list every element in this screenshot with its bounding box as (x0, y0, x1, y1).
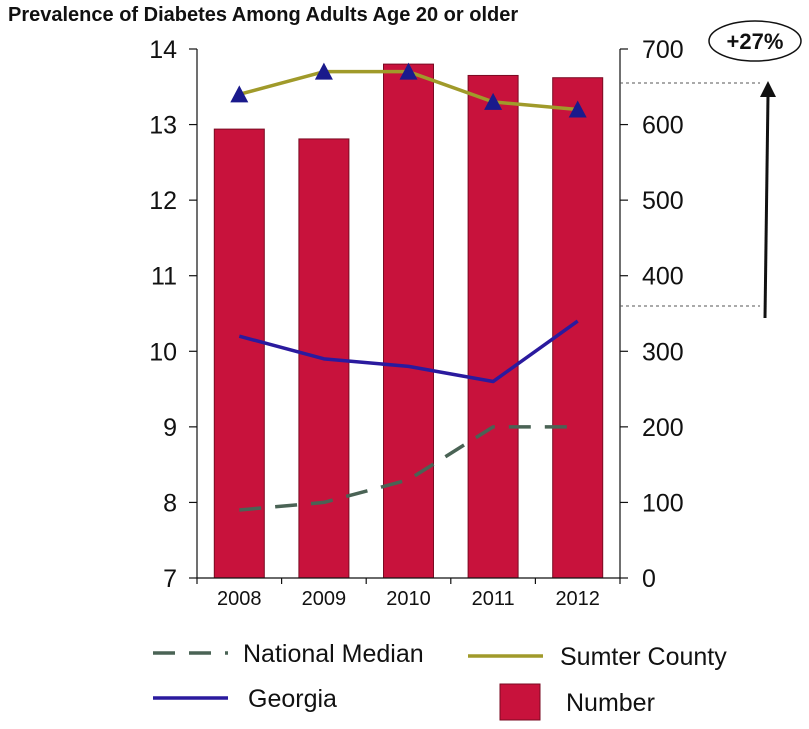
left-tick-label: 10 (149, 338, 177, 366)
right-tick-label: 600 (642, 112, 684, 140)
legend-label-number: Number (566, 689, 655, 717)
series-line-national-median (239, 425, 578, 512)
x-tick-label: 2011 (472, 588, 515, 610)
left-tick-label: 13 (149, 112, 177, 140)
point-marker-2012 (568, 100, 587, 118)
left-tick-label: 12 (149, 187, 177, 215)
annotation-arrow-head (760, 81, 776, 98)
point-marker-2010 (399, 62, 418, 80)
legend-swatch-number (499, 683, 541, 721)
legend-label-sumter-county: Sumter County (560, 643, 727, 671)
point-marker-2008 (230, 85, 249, 103)
left-tick-label: 7 (163, 565, 177, 593)
right-tick-label: 500 (642, 187, 684, 215)
left-tick-label: 8 (163, 489, 177, 517)
x-tick-label: 2008 (217, 588, 262, 610)
left-tick-label: 11 (151, 263, 177, 291)
annotation-callout-oval (708, 20, 802, 62)
plot-area: 7 8 9 10 11 12 13 14 0 100 200 300 400 500 600 700 2008 2… (149, 20, 802, 721)
x-tick-label: 2010 (386, 588, 431, 610)
legend-label-national-median: National Median (243, 640, 424, 668)
point-marker-2011 (484, 92, 503, 110)
bar-2012 (552, 77, 604, 579)
series-line-georgia (238, 319, 579, 384)
right-tick-label: 300 (642, 338, 684, 366)
legend-label-georgia: Georgia (248, 685, 337, 713)
annotation-callout-text: +27% (727, 29, 784, 54)
x-tick-label: 2012 (555, 588, 600, 610)
bar-2010 (383, 63, 434, 579)
left-tick-label: 14 (149, 36, 177, 64)
annotation-arrow-shaft (763, 94, 770, 319)
bar-2008 (213, 128, 265, 579)
right-tick-label: 200 (642, 414, 684, 442)
right-tick-label: 700 (642, 36, 684, 64)
point-marker-2009 (314, 62, 333, 80)
right-tick-label: 0 (642, 565, 656, 593)
left-tick-label: 9 (163, 414, 177, 442)
chart-title: Prevalence of Diabetes Among Adults Age … (8, 4, 519, 26)
right-tick-label: 400 (642, 263, 684, 291)
right-tick-label: 100 (642, 489, 684, 517)
x-tick-label: 2009 (302, 588, 347, 610)
bar-2011 (467, 74, 519, 579)
